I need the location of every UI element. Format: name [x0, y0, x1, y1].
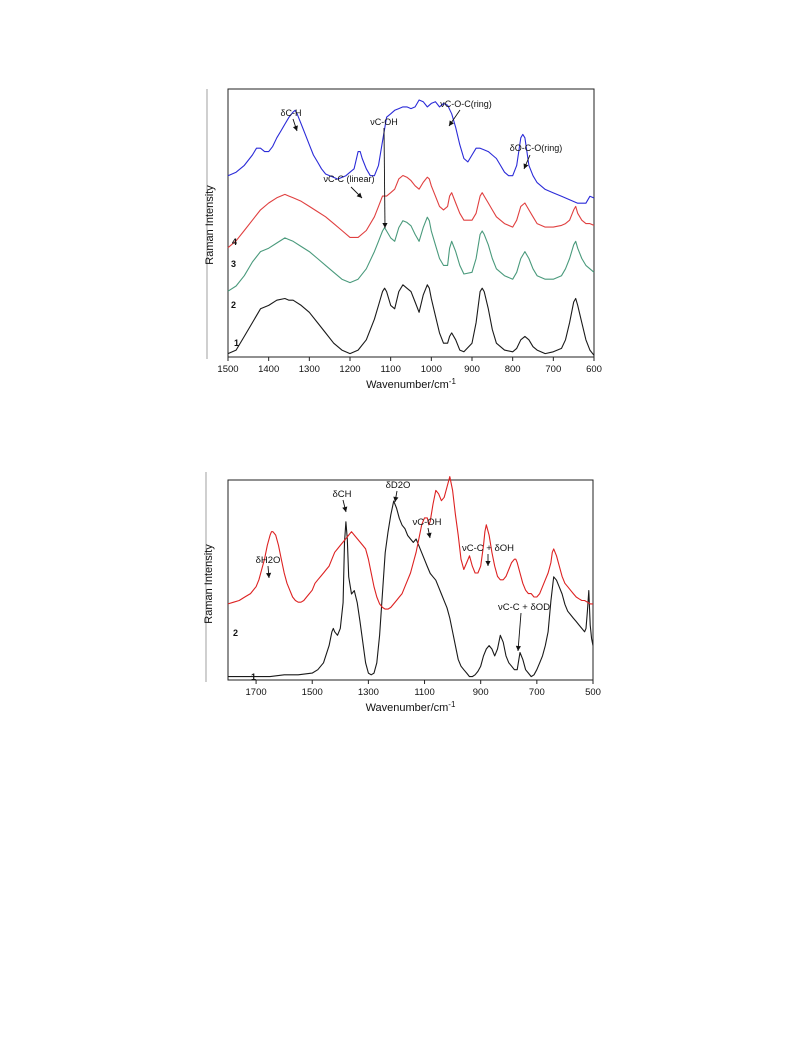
- annotation-arrow: [383, 127, 386, 229]
- plot-frame: [227, 479, 594, 681]
- curve-label-3: 3: [231, 259, 236, 269]
- chart-top-svg: 1500 1400 1300 1200 1100 1000 900 800 700 600 Wave…: [204, 88, 602, 391]
- plot-frame: [227, 88, 595, 358]
- x-axis-title-text: Wavenumber/cm: [366, 379, 449, 391]
- x-axis-title-text: Wavenumber/cm: [366, 702, 449, 714]
- annotation-arrow: [517, 612, 522, 652]
- peak-annotation: νC-O-C(ring): [440, 99, 492, 109]
- x-axis-title-superscript: -1: [449, 377, 457, 386]
- x-tick-label: 1300: [358, 687, 379, 698]
- curve-label-4: 4: [232, 237, 237, 247]
- peak-annotation: νC-C + δOD: [498, 602, 550, 613]
- annotation-arrowhead: [523, 163, 529, 169]
- x-tick-label: 600: [586, 364, 602, 375]
- peak-annotation: δCH: [332, 489, 351, 500]
- x-tick-label: 700: [545, 364, 561, 375]
- peak-annotation: δH2O: [256, 555, 281, 566]
- x-tick-label: 700: [529, 687, 545, 698]
- x-tick-label: 1500: [217, 364, 238, 375]
- x-tick-label: 1400: [258, 364, 279, 375]
- x-tick-label: 1100: [414, 687, 434, 698]
- y-axis-title: Raman Intensity: [204, 185, 216, 265]
- x-axis-title-superscript: -1: [448, 700, 456, 709]
- peak-annotation: νC-C + δOH: [462, 543, 514, 554]
- annotation-arrowhead: [485, 561, 491, 566]
- spectrum-line-1: [227, 284, 595, 356]
- annotation-arrowhead: [515, 645, 521, 651]
- curve-label-2: 2: [231, 300, 236, 310]
- x-tick-label: 500: [585, 687, 601, 698]
- annotation-arrowhead: [265, 572, 272, 578]
- peak-annotation: νC-C (linear): [323, 174, 374, 184]
- x-tick-label: 1200: [339, 364, 360, 375]
- annotation-arrowhead: [356, 192, 362, 198]
- raman-spectrum-chart-top: 1500 1400 1300 1200 1100 1000 900 800 700 600 Wave…: [0, 0, 793, 420]
- spectrum-line-4: [227, 99, 595, 204]
- peak-annotation: δD2O: [386, 480, 411, 491]
- peak-annotation: δC-H: [280, 108, 301, 118]
- annotation-arrowhead: [292, 125, 298, 131]
- x-axis-title: Wavenumber/cm-1: [366, 377, 456, 391]
- curve-label-2: 2: [233, 628, 238, 638]
- x-tick-label: 900: [464, 364, 480, 375]
- annotation-arrowhead: [382, 222, 388, 228]
- chart-bottom-svg: 1700 1500 1300 1100 900 700 500 Wavenumber/cm-1…: [203, 472, 601, 714]
- spectrum-line-3: [227, 174, 595, 249]
- peak-annotation: δO-C-O(ring): [510, 143, 563, 153]
- spectrum-line-1: [228, 500, 594, 678]
- x-axis-title: Wavenumber/cm-1: [366, 700, 456, 714]
- annotation-arrowhead: [342, 506, 348, 512]
- annotation-arrowhead: [449, 120, 454, 126]
- spectrum-line-2: [227, 476, 593, 610]
- x-tick-label: 800: [505, 364, 521, 375]
- raman-spectrum-chart-bottom: 1700 1500 1300 1100 900 700 500 Wavenumber/cm-1…: [0, 462, 793, 762]
- x-tick-label: 1500: [302, 687, 323, 698]
- y-axis-title: Raman Intensity: [203, 544, 215, 624]
- curve-label-1: 1: [251, 672, 256, 682]
- peak-annotation: νC-OH: [412, 517, 441, 528]
- x-tick-label: 1000: [421, 364, 442, 375]
- spectrum-line-2: [227, 216, 595, 292]
- x-tick-label: 1700: [246, 687, 267, 698]
- x-tick-label: 900: [473, 687, 489, 698]
- x-tick-label: 1100: [380, 364, 400, 375]
- peak-annotation: νC-OH: [370, 117, 398, 127]
- annotation-arrowhead: [426, 532, 432, 538]
- x-tick-label: 1300: [299, 364, 320, 375]
- annotation-arrowhead: [393, 496, 399, 502]
- curve-label-1: 1: [234, 338, 239, 348]
